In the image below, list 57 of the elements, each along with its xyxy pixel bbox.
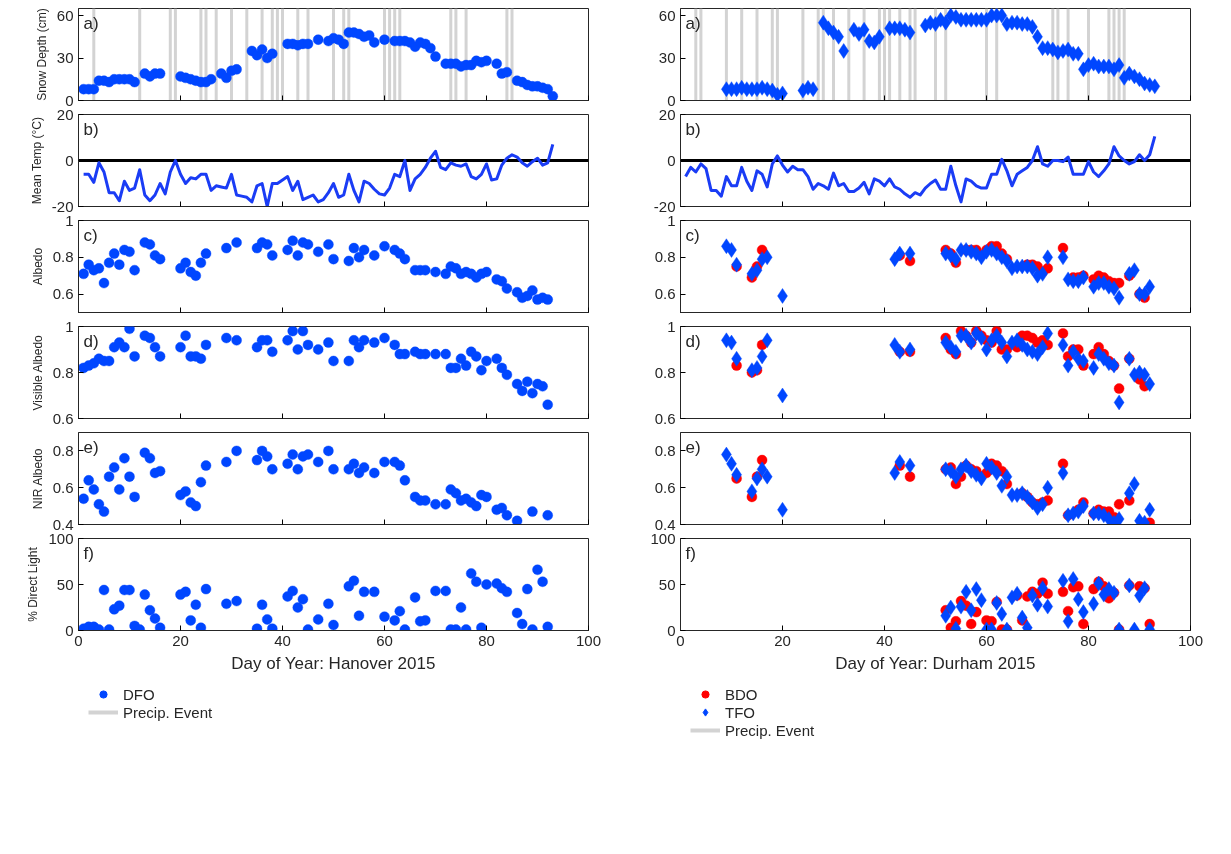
x-tick-label: 100 bbox=[575, 631, 602, 649]
x-tick-label: 80 bbox=[1080, 631, 1097, 649]
annotation: b) bbox=[685, 119, 701, 139]
y-tick-label: 30 bbox=[56, 49, 74, 67]
legend-label: BDO bbox=[725, 685, 758, 703]
x-axis-title: Day of Year: Hanover 2015 bbox=[231, 653, 436, 673]
y-axis-title: Snow Depth (cm) bbox=[34, 8, 49, 101]
y-tick-label: 0.6 bbox=[52, 285, 74, 303]
x-axis-title: Day of Year: Durham 2015 bbox=[835, 653, 1036, 673]
y-tick-label: 0.8 bbox=[654, 363, 676, 381]
y-axis-title: Albedo bbox=[30, 247, 45, 286]
annotation: d) bbox=[83, 331, 99, 351]
y-tick-label: 0.6 bbox=[654, 478, 676, 496]
y-tick-label: 0.8 bbox=[52, 248, 74, 266]
y-tick-label: 1 bbox=[65, 317, 74, 335]
annotation: f) bbox=[685, 543, 696, 563]
annotation: a) bbox=[83, 13, 99, 33]
y-tick-label: 50 bbox=[56, 575, 74, 593]
text: Precip. Event bbox=[123, 703, 213, 721]
annotation: b) bbox=[83, 119, 99, 139]
y-axis-title: NIR Albedo bbox=[30, 448, 45, 510]
text: Precip. Event bbox=[725, 721, 815, 739]
annotation: e) bbox=[83, 437, 99, 457]
y-tick-label: 0.6 bbox=[52, 478, 74, 496]
annotation: f) bbox=[83, 543, 94, 563]
y-tick-label: 60 bbox=[658, 6, 676, 24]
legend-label: TFO bbox=[725, 703, 755, 721]
y-tick-label: 0.8 bbox=[52, 441, 74, 459]
legend-label: DFO bbox=[123, 685, 155, 703]
y-tick-label: 0 bbox=[65, 151, 74, 169]
annotation: a) bbox=[685, 13, 701, 33]
y-axis-title: Mean Temp (°C) bbox=[29, 116, 44, 205]
x-tick-label: 40 bbox=[274, 631, 291, 649]
annotation: c) bbox=[685, 225, 700, 245]
y-tick-label: 1 bbox=[667, 317, 676, 335]
y-tick-label: 50 bbox=[658, 575, 676, 593]
x-tick-label: 60 bbox=[978, 631, 995, 649]
y-tick-label: 0 bbox=[667, 151, 676, 169]
annotation: d) bbox=[685, 331, 701, 351]
annotation: e) bbox=[685, 437, 701, 457]
annotation: c) bbox=[83, 225, 98, 245]
x-tick-label: 60 bbox=[376, 631, 393, 649]
x-tick-label: 100 bbox=[1177, 631, 1204, 649]
y-tick-label: 0.8 bbox=[654, 441, 676, 459]
y-tick-label: 30 bbox=[658, 49, 676, 67]
y-tick-label: 0.6 bbox=[52, 409, 74, 427]
y-tick-label: 0.6 bbox=[654, 285, 676, 303]
y-axis-title: % Direct Light bbox=[26, 546, 41, 622]
y-tick-label: 0.6 bbox=[654, 409, 676, 427]
x-tick-label: 80 bbox=[478, 631, 495, 649]
y-tick-label: 0.8 bbox=[52, 363, 74, 381]
y-tick-label: 0.8 bbox=[654, 248, 676, 266]
y-tick-label: 60 bbox=[56, 6, 74, 24]
y-axis-title: Visible Albedo bbox=[30, 334, 45, 411]
x-tick-label: 40 bbox=[876, 631, 893, 649]
x-tick-label: 20 bbox=[172, 631, 189, 649]
x-tick-label: 20 bbox=[774, 631, 791, 649]
